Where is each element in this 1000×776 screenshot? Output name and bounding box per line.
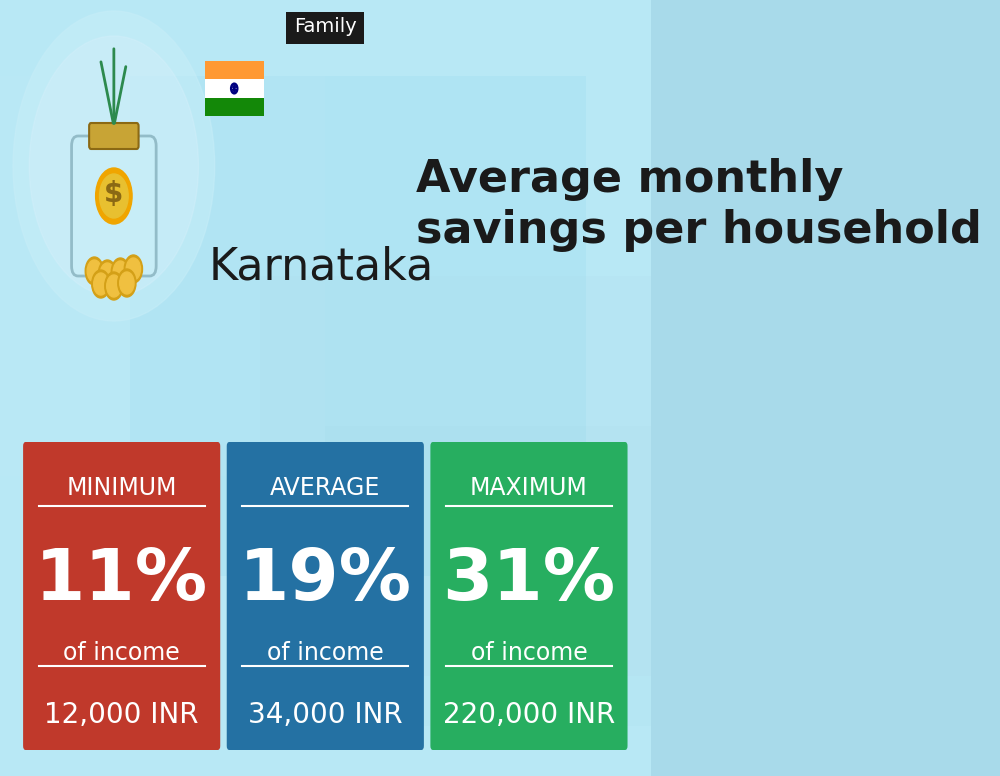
Circle shape <box>92 270 110 298</box>
FancyBboxPatch shape <box>89 123 139 149</box>
FancyBboxPatch shape <box>430 442 628 750</box>
FancyBboxPatch shape <box>286 12 364 44</box>
Circle shape <box>100 263 115 285</box>
Bar <box>205 79 264 98</box>
FancyBboxPatch shape <box>23 442 220 750</box>
Circle shape <box>96 168 132 224</box>
Text: Karnataka: Karnataka <box>208 246 433 289</box>
FancyBboxPatch shape <box>227 442 424 750</box>
Circle shape <box>85 257 103 285</box>
Text: 31%: 31% <box>442 546 616 615</box>
Text: 34,000 INR: 34,000 INR <box>248 701 403 729</box>
Circle shape <box>113 261 128 283</box>
Text: 19%: 19% <box>239 546 412 615</box>
Circle shape <box>107 275 121 297</box>
Circle shape <box>126 258 141 280</box>
Circle shape <box>98 260 116 288</box>
Circle shape <box>29 36 198 296</box>
Circle shape <box>105 272 123 300</box>
Circle shape <box>100 174 128 218</box>
Text: MAXIMUM: MAXIMUM <box>470 476 588 500</box>
Text: 12,000 INR: 12,000 INR <box>44 701 199 729</box>
Bar <box>205 98 264 116</box>
Text: Average monthly
savings per household in: Average monthly savings per household in <box>416 158 1000 252</box>
Bar <box>325 426 651 726</box>
Text: MINIMUM: MINIMUM <box>66 476 177 500</box>
Text: of income: of income <box>63 641 180 665</box>
Circle shape <box>87 260 101 282</box>
Bar <box>0 76 325 476</box>
Text: Family: Family <box>294 18 357 36</box>
FancyBboxPatch shape <box>72 136 156 276</box>
Bar <box>260 276 651 676</box>
Text: 11%: 11% <box>35 546 208 615</box>
Circle shape <box>94 273 108 295</box>
Text: AVERAGE: AVERAGE <box>270 476 380 500</box>
Circle shape <box>111 258 129 286</box>
Circle shape <box>118 269 136 297</box>
Bar <box>130 76 586 576</box>
Text: $: $ <box>104 180 123 208</box>
Bar <box>205 61 264 79</box>
Circle shape <box>13 11 215 321</box>
Circle shape <box>124 255 142 283</box>
Text: 220,000 INR: 220,000 INR <box>443 701 615 729</box>
Text: of income: of income <box>267 641 384 665</box>
Circle shape <box>120 272 134 294</box>
Text: of income: of income <box>471 641 587 665</box>
